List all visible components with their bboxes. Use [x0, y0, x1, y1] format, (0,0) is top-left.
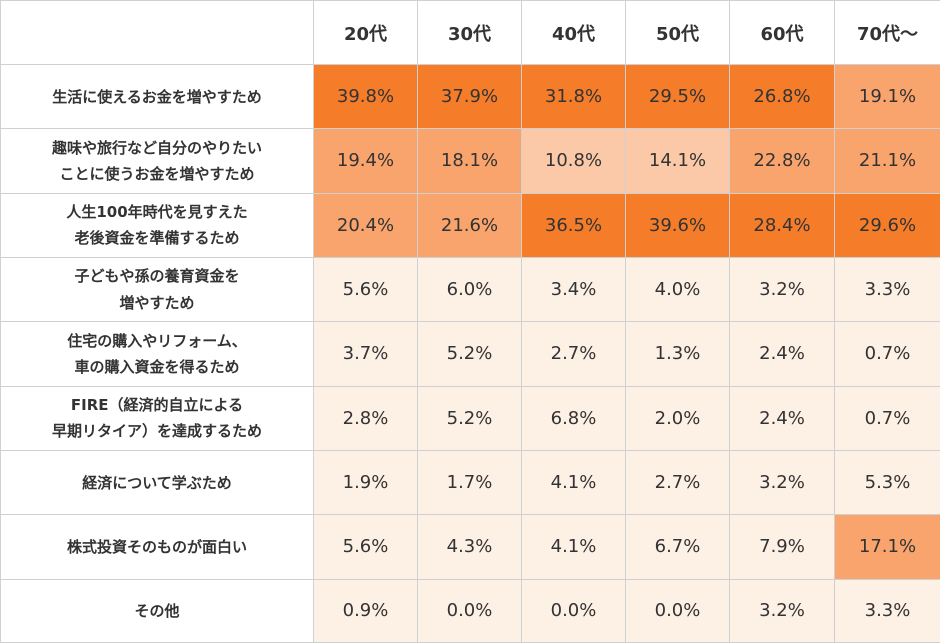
heatmap-cell: 2.8%	[313, 385, 418, 451]
table-row: 趣味や旅行など自分のやりたい ことに使うお金を増やすため 19.4% 18.1% 10…	[0, 128, 940, 194]
heatmap-cell: 3.7%	[313, 321, 418, 387]
heatmap-cell: 36.5%	[521, 192, 626, 258]
column-header: 70代～	[834, 0, 940, 65]
column-header: 30代	[417, 0, 522, 65]
heatmap-cell: 6.8%	[521, 385, 626, 451]
heatmap-cell: 29.6%	[834, 192, 940, 258]
row-label: 住宅の購入やリフォーム、 車の購入資金を得るため	[0, 321, 314, 387]
row-label: 子どもや孫の養育資金を 増やすため	[0, 256, 314, 323]
column-header: 20代	[313, 0, 418, 65]
heatmap-cell: 0.7%	[834, 385, 940, 451]
heatmap-cell: 37.9%	[417, 63, 522, 130]
heatmap-cell: 3.3%	[834, 578, 940, 643]
heatmap-cell: 19.1%	[834, 63, 940, 130]
heatmap-cell: 2.4%	[729, 321, 835, 387]
table-row: 経済について学ぶため 1.9% 1.7% 4.1% 2.7% 3.2% 5.3%	[0, 449, 940, 516]
column-header: 60代	[729, 0, 835, 65]
heatmap-cell: 2.0%	[625, 385, 730, 451]
row-label: 経済について学ぶため	[0, 449, 314, 516]
heatmap-cell: 5.2%	[417, 385, 522, 451]
heatmap-cell: 22.8%	[729, 128, 835, 194]
table-row: 子どもや孫の養育資金を 増やすため 5.6% 6.0% 3.4% 4.0% 3.2% 3.3…	[0, 256, 940, 323]
heatmap-cell: 0.0%	[521, 578, 626, 643]
heatmap-cell: 10.8%	[521, 128, 626, 194]
table-row: その他 0.9% 0.0% 0.0% 0.0% 3.2% 3.3%	[0, 578, 940, 643]
heatmap-cell: 3.3%	[834, 256, 940, 323]
heatmap-cell: 39.8%	[313, 63, 418, 130]
heatmap-cell: 5.3%	[834, 449, 940, 516]
row-label: 趣味や旅行など自分のやりたい ことに使うお金を増やすため	[0, 128, 314, 194]
heatmap-cell: 21.1%	[834, 128, 940, 194]
heatmap-cell: 4.1%	[521, 514, 626, 580]
row-label: 生活に使えるお金を増やすため	[0, 63, 314, 130]
column-header: 40代	[521, 0, 626, 65]
heatmap-cell: 2.4%	[729, 385, 835, 451]
heatmap-cell: 5.6%	[313, 514, 418, 580]
heatmap-cell: 3.2%	[729, 256, 835, 323]
table-row: 株式投資そのものが面白い 5.6% 4.3% 4.1% 6.7% 7.9% 17.1%	[0, 514, 940, 580]
heatmap-cell: 26.8%	[729, 63, 835, 130]
heatmap-cell: 29.5%	[625, 63, 730, 130]
table-row: 人生100年時代を見すえた 老後資金を準備するため 20.4% 21.6% 36.5%…	[0, 192, 940, 258]
heatmap-cell: 7.9%	[729, 514, 835, 580]
heatmap-cell: 2.7%	[521, 321, 626, 387]
heatmap-cell: 21.6%	[417, 192, 522, 258]
heatmap-cell: 4.0%	[625, 256, 730, 323]
row-label: FIRE（経済的自立による 早期リタイア）を達成するため	[0, 385, 314, 451]
heatmap-cell: 28.4%	[729, 192, 835, 258]
heatmap-body: 生活に使えるお金を増やすため 39.8% 37.9% 31.8% 29.5% 26.8% 1…	[0, 63, 940, 643]
table-row: FIRE（経済的自立による 早期リタイア）を達成するため 2.8% 5.2% 6.8%…	[0, 385, 940, 451]
heatmap-cell: 5.6%	[313, 256, 418, 323]
row-label: その他	[0, 578, 314, 643]
heatmap-cell: 0.7%	[834, 321, 940, 387]
heatmap-cell: 6.7%	[625, 514, 730, 580]
heatmap-cell: 4.1%	[521, 449, 626, 516]
heatmap-cell: 14.1%	[625, 128, 730, 194]
heatmap-cell: 3.4%	[521, 256, 626, 323]
header-row: 20代 30代 40代 50代 60代 70代～	[0, 0, 940, 65]
heatmap-cell: 17.1%	[834, 514, 940, 580]
heatmap-cell: 5.2%	[417, 321, 522, 387]
heatmap-cell: 2.7%	[625, 449, 730, 516]
heatmap-cell: 0.9%	[313, 578, 418, 643]
heatmap-cell: 1.9%	[313, 449, 418, 516]
heatmap-cell: 20.4%	[313, 192, 418, 258]
heatmap-cell: 1.3%	[625, 321, 730, 387]
heatmap-cell: 31.8%	[521, 63, 626, 130]
row-label: 株式投資そのものが面白い	[0, 514, 314, 580]
heatmap-cell: 6.0%	[417, 256, 522, 323]
heatmap-cell: 39.6%	[625, 192, 730, 258]
heatmap-cell: 0.0%	[625, 578, 730, 643]
row-label: 人生100年時代を見すえた 老後資金を準備するため	[0, 192, 314, 258]
heatmap-cell: 1.7%	[417, 449, 522, 516]
table-row: 生活に使えるお金を増やすため 39.8% 37.9% 31.8% 29.5% 26.8% 1…	[0, 63, 940, 130]
heatmap-cell: 3.2%	[729, 449, 835, 516]
column-header: 50代	[625, 0, 730, 65]
heatmap-cell: 0.0%	[417, 578, 522, 643]
corner-cell	[0, 0, 314, 65]
heatmap-cell: 4.3%	[417, 514, 522, 580]
heatmap-cell: 3.2%	[729, 578, 835, 643]
heatmap-cell: 18.1%	[417, 128, 522, 194]
table-row: 住宅の購入やリフォーム、 車の購入資金を得るため 3.7% 5.2% 2.7% 1.3%…	[0, 321, 940, 387]
heatmap-cell: 19.4%	[313, 128, 418, 194]
